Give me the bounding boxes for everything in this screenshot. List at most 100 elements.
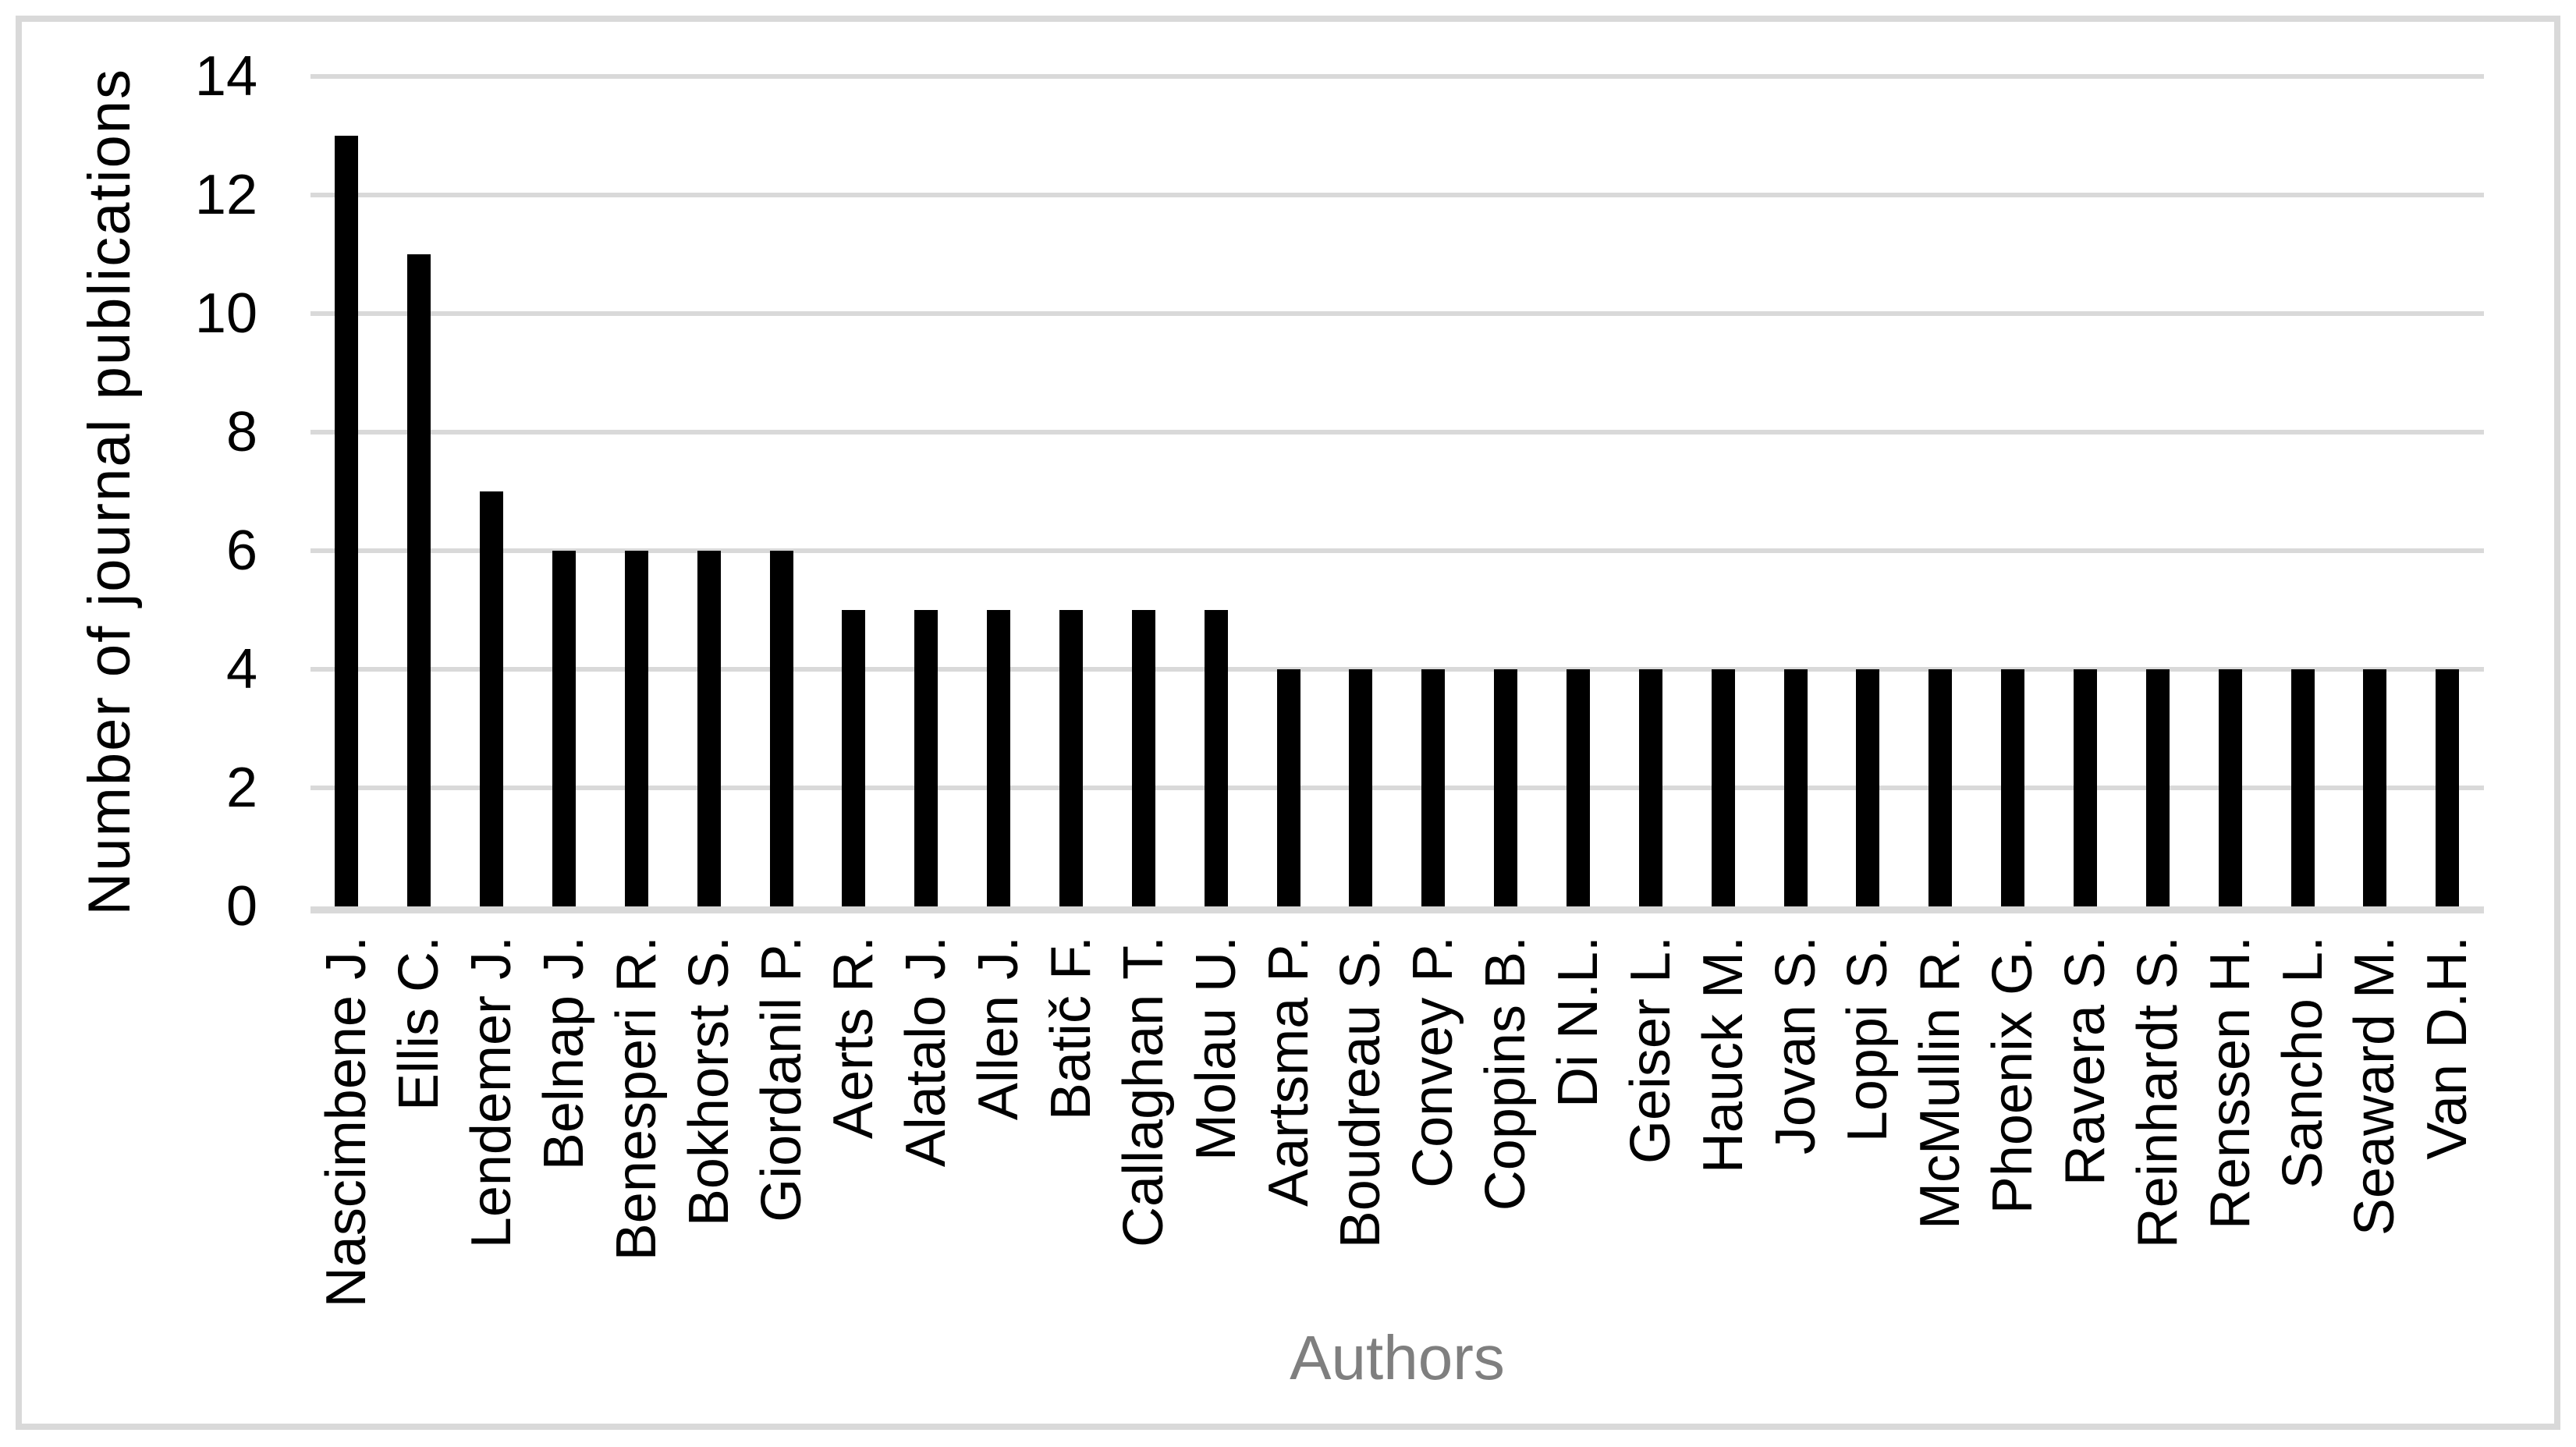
bar [697,551,721,906]
bar [2145,669,2170,906]
x-tick-label: Belnap J. [533,936,595,1171]
bar [624,551,648,906]
x-label-column: Geiser L. [1614,936,1687,1342]
bar-column [1977,76,2049,906]
x-tick-label: Coppins B. [1474,936,1538,1211]
x-axis-line [310,906,2484,913]
gridline [310,430,2484,434]
bar [1204,610,1228,906]
x-tick-label: Sancho L. [2271,936,2334,1190]
x-label-column: Loppi S. [1832,936,1904,1342]
x-label-column: Callaghan T. [1107,936,1180,1342]
bar [480,491,504,906]
x-label-column: Batič F. [1035,936,1108,1342]
y-tick-label: 0 [225,875,257,938]
x-tick-label: Seaward M. [2344,936,2407,1236]
x-tick-label: Jovan S. [1764,936,1827,1155]
bar-column [1614,76,1687,906]
y-tick-label: 14 [194,45,257,108]
bar [1421,669,1446,906]
x-label-column: Jovan S. [1759,936,1832,1342]
bar [2363,669,2387,906]
y-tick-label: 8 [225,401,257,463]
x-tick-label: McMullin R. [1909,936,1972,1230]
x-tick-label: Hauck M. [1691,936,1755,1174]
x-tick-label: Aartsma P. [1257,936,1320,1207]
x-label-column: Ellis C. [383,936,456,1342]
bar-column [1397,76,1470,906]
bar-column [890,76,963,906]
x-tick-label: Aerts R. [822,936,885,1140]
x-tick-label: Van D.H. [2416,936,2479,1160]
bar-column [1832,76,1904,906]
bar-column [2049,76,2122,906]
bar-column [2266,76,2339,906]
chart-border [16,16,2560,1430]
bar-column [1470,76,1542,906]
x-label-column: Benesperi R. [600,936,672,1342]
bar [1276,669,1300,906]
bar-series [310,76,2484,906]
bar [1638,669,1662,906]
x-tick-label: Allen J. [967,936,1031,1121]
bar-column [2411,76,2484,906]
y-tick-label: 2 [225,757,257,819]
bar-column [672,76,745,906]
y-tick-label: 4 [225,638,257,700]
bar-column [310,76,383,906]
x-tick-label: Renssen H. [2198,936,2262,1230]
bar [1059,610,1084,906]
x-label-column: Aartsma P. [1252,936,1325,1342]
x-tick-label: Callaghan T. [1112,936,1175,1247]
x-label-column: Lendemer J. [456,936,528,1342]
bar [1928,669,1953,906]
bar [1856,669,1880,906]
bar-column [745,76,818,906]
bar-column [1687,76,1759,906]
gridline [310,193,2484,197]
x-label-column: Alatalo J. [890,936,963,1342]
gridline [310,667,2484,672]
x-tick-label: Bokhorst S. [677,936,740,1227]
x-label-column: Boudreau S. [1325,936,1397,1342]
x-label-column: Reinhardt S. [2121,936,2194,1342]
bar-column [1759,76,1832,906]
bar-column [528,76,601,906]
x-tick-label: Reinhardt S. [2126,936,2189,1249]
bar-column [818,76,890,906]
x-label-column: McMullin R. [1904,936,1977,1342]
x-tick-label: Phoenix G. [1982,936,2045,1215]
x-tick-label: Ellis C. [388,936,451,1112]
gridline [310,786,2484,790]
bar [1783,669,1808,906]
bar-column [1180,76,1252,906]
x-label-column: Belnap J. [528,936,601,1342]
x-tick-label: Lendemer J. [460,936,523,1249]
bar [2290,669,2315,906]
bar-column [1904,76,1977,906]
x-tick-label: Benesperi R. [605,936,668,1261]
x-label-column: Ravera S. [2049,936,2122,1342]
x-label-column: Renssen H. [2194,936,2266,1342]
bar [987,610,1011,906]
gridline [310,74,2484,79]
bar [914,610,939,906]
bar [842,610,866,906]
y-tick-label: 10 [194,282,257,345]
y-tick-label: 12 [194,164,257,226]
bar-column [2194,76,2266,906]
bar [2218,669,2242,906]
x-tick-label: Giordanil P. [750,936,813,1222]
x-tick-label: Batič F. [1040,936,1103,1121]
x-axis-labels: Nascimbene J. Ellis C. Lendemer J. Belnap J… [310,936,2484,1342]
bar [2436,669,2460,906]
bar-column [383,76,456,906]
bar-column [2121,76,2194,906]
x-label-column: Di N.L. [1542,936,1615,1342]
x-axis-title: Authors [1290,1323,1505,1392]
x-label-column: Sancho L. [2266,936,2339,1342]
x-label-column: Aerts R. [818,936,890,1342]
x-tick-label: Molau U. [1184,936,1247,1162]
x-label-column: Nascimbene J. [310,936,383,1342]
